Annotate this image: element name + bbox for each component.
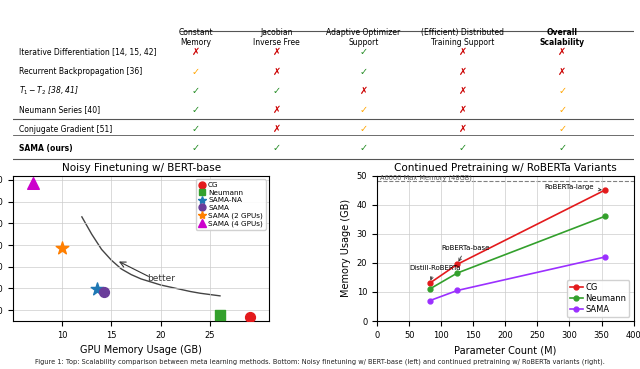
- Neumann: [453, 271, 461, 275]
- Line: SAMA: SAMA: [428, 255, 607, 303]
- Text: ✗: ✗: [459, 86, 467, 96]
- Text: ✗: ✗: [558, 47, 566, 57]
- Text: ✓: ✓: [558, 144, 566, 154]
- Point: [244, 314, 255, 320]
- Text: ✗: ✗: [273, 66, 281, 76]
- Text: Jacobian
Inverse Free: Jacobian Inverse Free: [253, 28, 300, 47]
- Text: ✗: ✗: [273, 47, 281, 57]
- Text: Overall
Scalability: Overall Scalability: [540, 28, 585, 47]
- Text: Recurrent Backpropagation [36]: Recurrent Backpropagation [36]: [19, 67, 142, 76]
- Text: ✓: ✓: [558, 86, 566, 96]
- Point: [28, 180, 38, 186]
- Title: Continued Pretraining w/ RoBERTa Variants: Continued Pretraining w/ RoBERTa Variant…: [394, 163, 617, 173]
- Text: RoBERTa-large: RoBERTa-large: [545, 184, 601, 191]
- Text: $T_1 - T_2$ [38, 41]: $T_1 - T_2$ [38, 41]: [19, 85, 79, 97]
- Text: ✓: ✓: [192, 124, 200, 134]
- Line: Neumann: Neumann: [428, 214, 607, 292]
- Text: ✓: ✓: [558, 124, 566, 134]
- Text: ✓: ✓: [192, 66, 200, 76]
- Text: ✗: ✗: [558, 66, 566, 76]
- Text: ✗: ✗: [459, 105, 467, 115]
- Text: ✗: ✗: [459, 124, 467, 134]
- X-axis label: Parameter Count (M): Parameter Count (M): [454, 345, 557, 355]
- Text: ✗: ✗: [192, 47, 200, 57]
- CG: [453, 262, 461, 266]
- Text: ✓: ✓: [360, 124, 367, 134]
- Legend: CG, Neumann, SAMA: CG, Neumann, SAMA: [567, 280, 629, 317]
- Text: Conjugate Gradient [51]: Conjugate Gradient [51]: [19, 125, 112, 134]
- Text: Neumann Series [40]: Neumann Series [40]: [19, 106, 100, 114]
- Text: ✓: ✓: [459, 144, 467, 154]
- Text: (Efficient) Distributed
Training Support: (Efficient) Distributed Training Support: [421, 28, 504, 47]
- Text: Iterative Differentiation [14, 15, 42]: Iterative Differentiation [14, 15, 42]: [19, 48, 157, 57]
- Text: better: better: [147, 275, 175, 283]
- Title: Noisy Finetuning w/ BERT-base: Noisy Finetuning w/ BERT-base: [61, 163, 221, 173]
- Text: RoBERTa-base: RoBERTa-base: [442, 245, 490, 261]
- Point: [57, 245, 67, 251]
- Text: ✗: ✗: [360, 86, 367, 96]
- Line: CG: CG: [428, 188, 607, 286]
- Point: [215, 313, 225, 318]
- Text: A6000 Max Memory (48GB): A6000 Max Memory (48GB): [380, 174, 472, 180]
- Text: ✓: ✓: [192, 105, 200, 115]
- Text: Adaptive Optimizer
Support: Adaptive Optimizer Support: [326, 28, 401, 47]
- Text: ✓: ✓: [273, 86, 281, 96]
- Text: ✓: ✓: [192, 86, 200, 96]
- Text: ✓: ✓: [360, 66, 367, 76]
- Text: ✗: ✗: [273, 105, 281, 115]
- SAMA: [601, 255, 609, 259]
- Legend: CG, Neumann, SAMA-NA, SAMA, SAMA (2 GPUs), SAMA (4 GPUs): CG, Neumann, SAMA-NA, SAMA, SAMA (2 GPUs…: [196, 179, 266, 230]
- Text: Figure 1: Top: Scalability comparison between meta learning methods. Bottom: Noi: Figure 1: Top: Scalability comparison be…: [35, 359, 605, 365]
- Text: ✗: ✗: [273, 124, 281, 134]
- Text: ✗: ✗: [459, 66, 467, 76]
- Text: Distill-RoBERTa: Distill-RoBERTa: [409, 265, 461, 280]
- Y-axis label: Memory Usage (GB): Memory Usage (GB): [341, 199, 351, 297]
- Neumann: [426, 287, 433, 291]
- Text: ✗: ✗: [459, 47, 467, 57]
- Neumann: [601, 214, 609, 218]
- Text: SAMA (ours): SAMA (ours): [19, 144, 72, 153]
- X-axis label: GPU Memory Usage (GB): GPU Memory Usage (GB): [80, 345, 202, 355]
- SAMA: [426, 299, 433, 303]
- Text: ✓: ✓: [360, 47, 367, 57]
- Text: ✓: ✓: [360, 144, 367, 154]
- CG: [601, 188, 609, 192]
- Text: ✓: ✓: [192, 144, 200, 154]
- Text: ✓: ✓: [273, 144, 281, 154]
- Text: Constant
Memory: Constant Memory: [179, 28, 213, 47]
- Point: [99, 289, 109, 294]
- CG: [426, 281, 433, 286]
- Text: ✓: ✓: [558, 105, 566, 115]
- SAMA: [453, 288, 461, 293]
- Text: ✓: ✓: [360, 105, 367, 115]
- Point: [92, 286, 102, 292]
